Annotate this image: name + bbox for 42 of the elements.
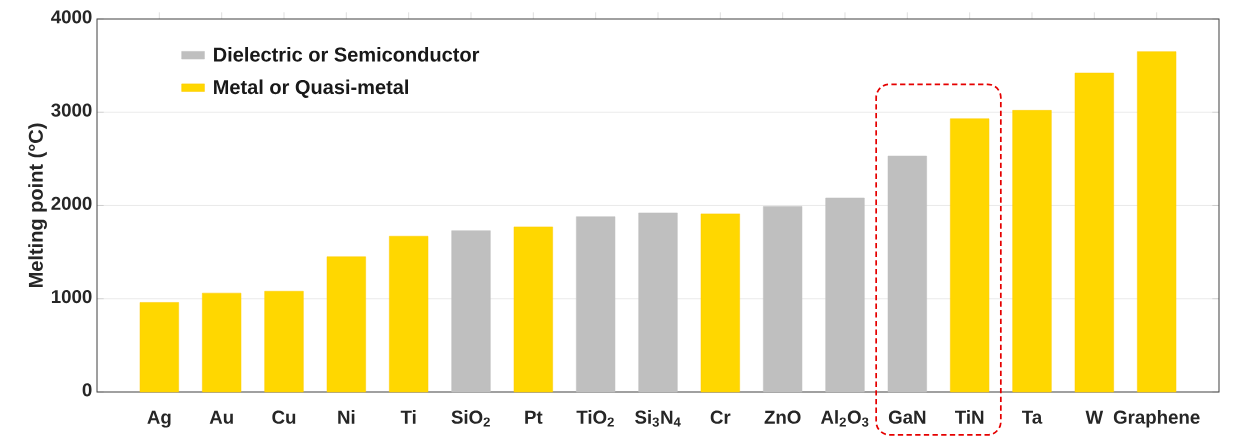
bar — [700, 213, 740, 393]
x-tick-label: Ag — [147, 410, 171, 428]
x-tick-label: GaN — [888, 410, 926, 424]
x-tick-label: Al$_{2}$O$_{3}$ — [820, 410, 869, 427]
bar — [389, 235, 429, 393]
bar — [763, 206, 803, 393]
y-tick-label: 4000 — [51, 10, 92, 24]
legend-label: Dielectric or Semiconductor — [214, 46, 480, 62]
bar — [887, 155, 927, 393]
bar — [825, 197, 865, 393]
x-tick-label: Cu — [272, 410, 296, 424]
bar — [451, 230, 491, 393]
x-tick-label: TiO$_{2}$ — [576, 410, 614, 427]
bar — [202, 292, 242, 393]
bar — [326, 256, 366, 393]
x-tick-label: ZnO — [764, 410, 801, 424]
bar — [1137, 51, 1177, 393]
x-tick-label: Pt — [525, 410, 543, 424]
y-tick-label: 3000 — [51, 103, 92, 117]
x-tick-label: Ti — [400, 410, 416, 424]
bar — [638, 212, 678, 393]
y-axis-title: Melting point (°C) — [28, 123, 47, 288]
y-tick-label: 1000 — [51, 289, 92, 304]
x-tick-label: SiO$_{2}$ — [451, 410, 490, 427]
x-tick-label: Ni — [338, 410, 355, 424]
x-tick-label: W — [1085, 410, 1104, 424]
bar — [950, 118, 990, 393]
legend-label: Metal or Quasi-metal — [214, 79, 408, 98]
bar — [1012, 110, 1052, 393]
x-tick-label: Ta — [1022, 410, 1043, 424]
bar — [139, 302, 179, 393]
bar — [576, 216, 616, 393]
y-tick-label: 2000 — [51, 196, 92, 210]
x-tick-label: TiN — [955, 410, 984, 424]
x-tick-label: Au — [209, 410, 233, 424]
x-tick-label: Graphene — [1113, 410, 1200, 428]
x-tick-label: Cr — [710, 410, 731, 424]
y-tick-label: 0 — [82, 383, 92, 397]
bar — [264, 291, 304, 393]
x-tick-label: Si$_{3}$N$_{4}$ — [635, 410, 681, 427]
bar — [513, 226, 553, 393]
bar — [1074, 72, 1114, 393]
